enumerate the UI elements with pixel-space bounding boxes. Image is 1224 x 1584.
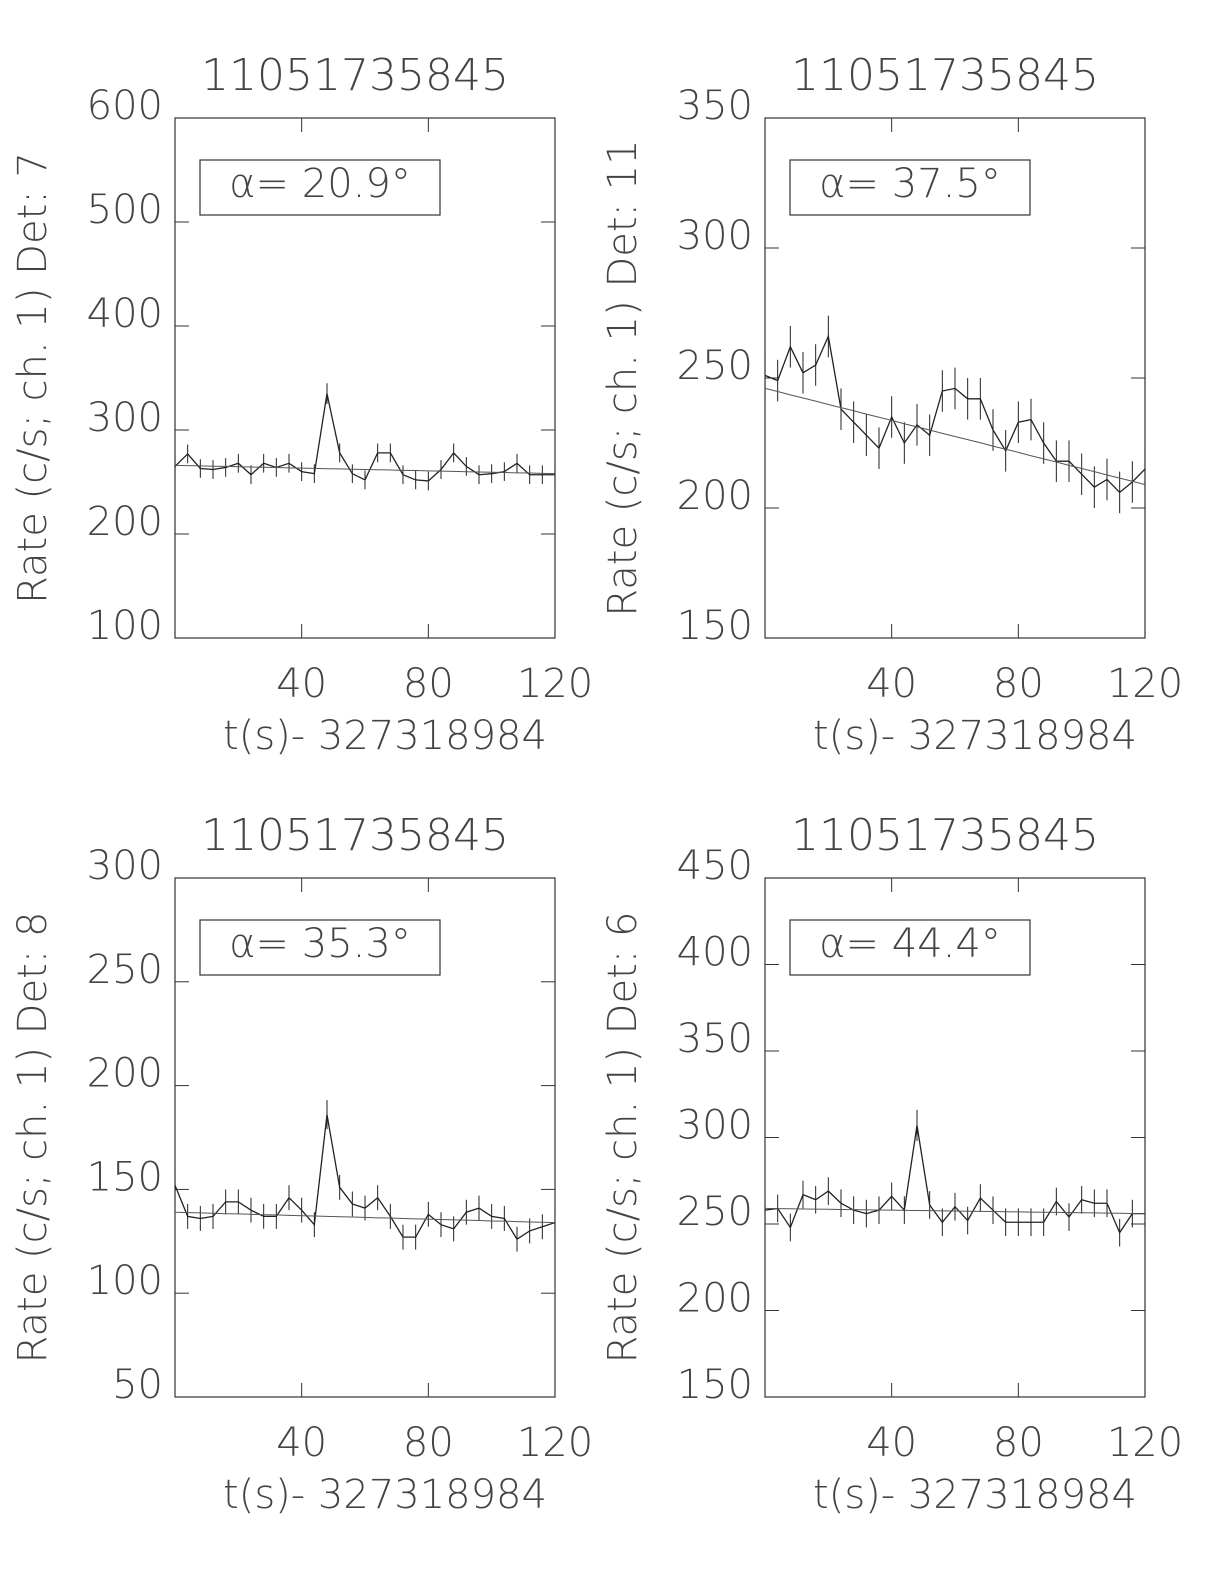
y-tick-label: 250 <box>677 1189 753 1235</box>
y-tick-label: 250 <box>677 343 753 389</box>
annotation-box <box>789 919 1031 976</box>
plot-area <box>765 1109 1145 1247</box>
annotation-box <box>789 159 1031 216</box>
annotation: α= 20.9° <box>229 161 411 207</box>
y-tick-label: 200 <box>87 1051 163 1097</box>
x-tick-label: 80 <box>403 1420 454 1466</box>
annotation: α= 44.4° <box>819 921 1001 967</box>
x-axis-label: t(s)- 327318984 <box>813 713 1137 759</box>
panel: 11051735845 150 200 250 300 350 40 80 120 t(s)- 3… <box>600 50 1183 759</box>
data-line <box>175 393 555 482</box>
y-axis-label: Rate (c/s; ch. 1) Det: 8 <box>10 912 56 1364</box>
y-tick-label: 350 <box>677 1016 753 1062</box>
y-tick-label: 150 <box>87 1154 163 1200</box>
annotation-box <box>199 919 441 976</box>
y-tick-label: 150 <box>677 1362 753 1408</box>
y-tick-label: 200 <box>677 1276 753 1322</box>
y-tick-label: 400 <box>677 930 753 976</box>
y-tick-label: 100 <box>87 603 163 649</box>
x-tick-label: 120 <box>517 1420 593 1466</box>
x-axis-label: t(s)- 327318984 <box>223 1472 547 1518</box>
y-tick-label: 50 <box>112 1362 163 1408</box>
plot-area <box>765 315 1145 514</box>
fit-line <box>175 464 555 475</box>
x-tick-label: 40 <box>276 661 327 707</box>
x-tick-label: 120 <box>1107 1420 1183 1466</box>
x-tick-label: 120 <box>1107 661 1183 707</box>
panel: 11051735845 100 200 300 400 500 600 40 80 120 t(s)… <box>10 50 593 759</box>
data-line <box>765 334 1145 494</box>
y-tick-label: 400 <box>87 291 163 337</box>
fit-line <box>765 387 1145 486</box>
plot-area <box>175 1100 555 1252</box>
y-axis-label: Rate (c/s; ch. 1) Det: 7 <box>10 152 56 604</box>
y-tick-label: 200 <box>87 499 163 545</box>
x-tick-label: 80 <box>403 661 454 707</box>
fit-line <box>765 1207 1145 1215</box>
x-tick-label: 40 <box>866 1420 917 1466</box>
panel: 11051735845 50 100 150 200 250 300 40 80 120 t(s)-… <box>10 810 593 1518</box>
plot-frame <box>174 117 556 639</box>
x-tick-label: 40 <box>276 1420 327 1466</box>
plot-frame <box>174 877 556 1398</box>
annotation-box <box>199 159 441 216</box>
y-axis-label: Rate (c/s; ch. 1) Det: 11 <box>600 139 646 616</box>
y-tick-label: 300 <box>677 213 753 259</box>
plot-area <box>175 383 555 491</box>
y-tick-label: 450 <box>677 843 753 889</box>
annotation: α= 37.5° <box>819 161 1001 207</box>
panel-title: 11051735845 <box>201 50 509 101</box>
x-tick-label: 80 <box>993 1420 1044 1466</box>
x-tick-label: 80 <box>993 661 1044 707</box>
y-tick-label: 300 <box>677 1103 753 1149</box>
y-tick-label: 200 <box>677 473 753 519</box>
panel-title: 11051735845 <box>791 50 1099 101</box>
y-tick-label: 150 <box>677 603 753 649</box>
x-axis-label: t(s)- 327318984 <box>223 713 547 759</box>
panel: 11051735845 150 200 250 300 350 400 450 40 80 120 t… <box>600 810 1183 1518</box>
y-tick-label: 100 <box>87 1258 163 1304</box>
y-tick-label: 300 <box>87 843 163 889</box>
x-axis-label: t(s)- 327318984 <box>813 1472 1137 1518</box>
x-tick-label: 120 <box>517 661 593 707</box>
y-tick-label: 500 <box>87 187 163 233</box>
y-tick-label: 250 <box>87 947 163 993</box>
y-tick-label: 300 <box>87 395 163 441</box>
panel-title: 11051735845 <box>201 810 509 861</box>
x-tick-label: 40 <box>866 661 917 707</box>
panel-title: 11051735845 <box>791 810 1099 861</box>
y-tick-label: 600 <box>87 83 163 129</box>
y-axis-label: Rate (c/s; ch. 1) Det: 6 <box>600 912 646 1364</box>
y-tick-label: 350 <box>677 83 753 129</box>
fit-line <box>175 1211 555 1224</box>
annotation: α= 35.3° <box>229 921 411 967</box>
